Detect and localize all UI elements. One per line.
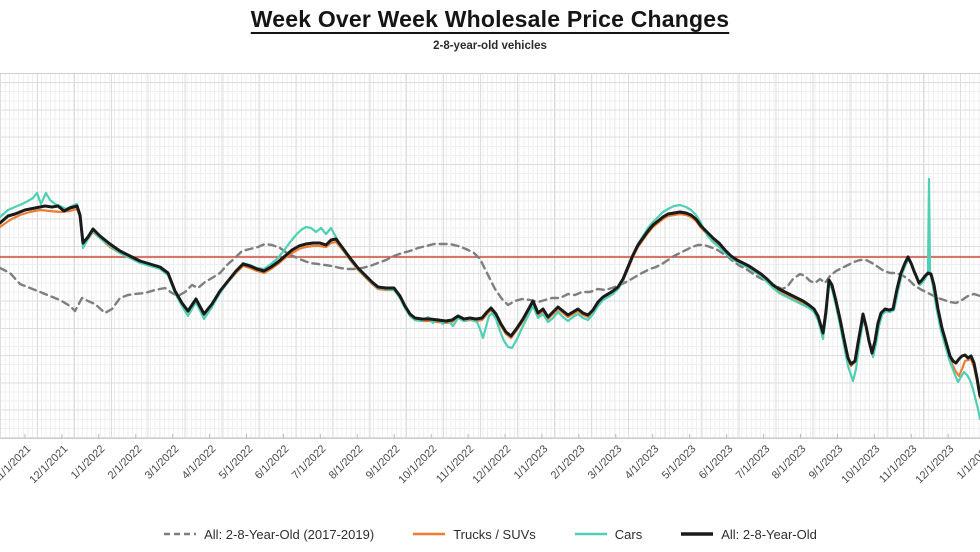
x-tick-label: 3/1/2022 xyxy=(142,443,182,482)
x-tick-label: 10/1/2023 xyxy=(839,443,883,487)
plot-area xyxy=(0,73,980,439)
series-line-cars xyxy=(0,177,980,421)
chart-subtitle: 2-8-year-old vehicles xyxy=(433,40,547,52)
x-tick-label: 3/1/2023 xyxy=(585,443,625,482)
x-tick-label: 7/1/2022 xyxy=(290,443,329,482)
series-line-all-2-8-year-old xyxy=(0,204,980,398)
legend-line-swatch xyxy=(574,532,607,536)
x-tick-label: 6/1/2023 xyxy=(696,443,736,482)
legend-line-swatch xyxy=(681,532,714,536)
x-tick-label: 8/1/2022 xyxy=(327,443,366,482)
legend-item-cars: Cars xyxy=(574,527,642,542)
x-tick-label: 10/1/2022 xyxy=(396,443,440,487)
x-tick-label: 7/1/2023 xyxy=(733,443,773,482)
legend-item-all-2-8-year-old: All: 2-8-Year-Old xyxy=(680,527,817,542)
x-tick-label: 12/1/2021 xyxy=(27,443,71,487)
legend: All: 2-8-Year-Old (2017-2019) Trucks / SU… xyxy=(0,518,980,550)
legend-label: Cars xyxy=(614,526,643,542)
x-tick-label: 1/1/2022 xyxy=(68,443,108,482)
x-tick-label: 6/1/2022 xyxy=(253,443,292,482)
series-line-all-2-8-year-old-2017-2019 xyxy=(0,242,980,315)
x-tick-label: 4/1/2023 xyxy=(622,443,662,482)
x-tick-label: 2/1/2023 xyxy=(548,443,588,482)
legend-label: All: 2-8-Year-Old xyxy=(721,526,817,542)
chart-canvas xyxy=(0,177,980,438)
legend-line-swatch xyxy=(413,532,446,536)
x-tick-label: 11/1/2022 xyxy=(434,443,477,486)
x-tick-label: 8/1/2023 xyxy=(770,443,809,482)
chart-header: Week Over Week Wholesale Price Changes 2… xyxy=(0,6,980,52)
x-axis-labels: 10/1/202111/1/202112/1/20211/1/20222/1/2… xyxy=(0,437,980,513)
legend-item-trucks-suvs: Trucks / SUVs xyxy=(412,527,536,542)
x-tick-label: 1/1/2024 xyxy=(954,443,980,482)
series-line-trucks-suvs xyxy=(0,207,980,400)
x-tick-label: 5/1/2022 xyxy=(216,443,255,482)
x-tick-label: 2/1/2022 xyxy=(105,443,145,482)
chart-title: Week Over Week Wholesale Price Changes xyxy=(250,6,730,32)
x-tick-label: 1/1/2023 xyxy=(511,443,551,482)
x-tick-label: 11/1/2023 xyxy=(877,443,920,486)
x-tick-label: 12/1/2022 xyxy=(470,443,514,487)
x-tick-label: 4/1/2022 xyxy=(179,443,219,482)
legend-label: Trucks / SUVs xyxy=(453,526,536,542)
legend-line-swatch xyxy=(164,532,197,536)
x-tick-label: 5/1/2023 xyxy=(659,443,699,482)
x-tick-label: 12/1/2023 xyxy=(913,443,957,487)
legend-label: All: 2-8-Year-Old (2017-2019) xyxy=(204,526,375,542)
legend-item-all-2-8-year-old-2017-2019: All: 2-8-Year-Old (2017-2019) xyxy=(163,527,374,542)
